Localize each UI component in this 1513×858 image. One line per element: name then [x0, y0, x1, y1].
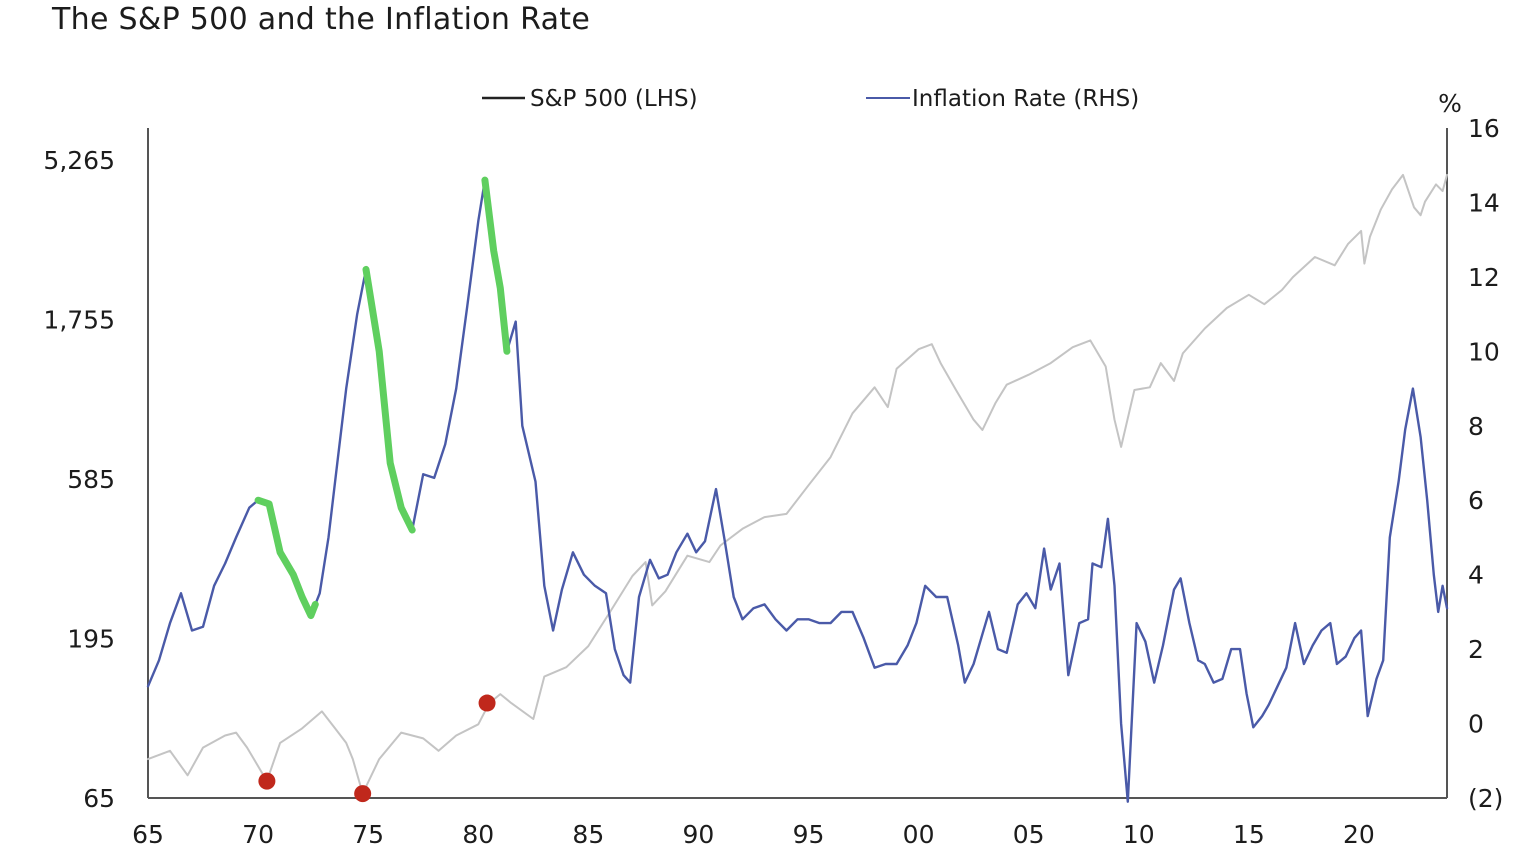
- x-tick-label: 20: [1343, 820, 1375, 849]
- left-tick-label: 65: [83, 784, 115, 813]
- x-tick-label: 05: [1013, 820, 1045, 849]
- left-tick-label: 195: [67, 625, 115, 654]
- right-tick-label: (2): [1468, 784, 1503, 813]
- x-tick-label: 15: [1233, 820, 1265, 849]
- legend: S&P 500 (LHS) Inflation Rate (RHS): [482, 86, 1139, 112]
- inflation-series: [146, 178, 1449, 803]
- x-tick-label: 65: [132, 820, 164, 849]
- right-tick-label: 16: [1468, 114, 1500, 143]
- x-tick-label: 95: [793, 820, 825, 849]
- x-tick-label: 80: [462, 820, 494, 849]
- trough-marker: [258, 772, 276, 790]
- x-tick-label: 10: [1123, 820, 1155, 849]
- x-tick-label: 70: [242, 820, 274, 849]
- chart-title: The S&P 500 and the Inflation Rate: [52, 2, 591, 37]
- right-tick-label: 6: [1468, 486, 1484, 515]
- highlight-segment: [481, 176, 511, 355]
- right-tick-label: 10: [1468, 337, 1500, 366]
- x-tick-label: 85: [572, 820, 604, 849]
- legend-label-sp500: S&P 500 (LHS): [530, 86, 698, 112]
- right-tick-label: 2: [1468, 635, 1484, 664]
- right-tick-label: 4: [1468, 561, 1484, 590]
- right-tick-label: 14: [1468, 188, 1500, 217]
- sp500-series: [147, 173, 1448, 795]
- x-tick-label: 75: [352, 820, 384, 849]
- trough-marker: [478, 694, 496, 712]
- right-tick-label: 0: [1468, 710, 1484, 739]
- highlight-segment: [362, 265, 416, 534]
- x-tick-label: 00: [903, 820, 935, 849]
- left-tick-label: 5,265: [43, 146, 115, 175]
- right-tick-label: 12: [1468, 263, 1500, 292]
- highlight-segment: [254, 496, 319, 620]
- left-tick-label: 585: [67, 465, 115, 494]
- trough-marker: [354, 785, 372, 803]
- sp500-line: [147, 173, 1448, 795]
- right-tick-label: 8: [1468, 412, 1484, 441]
- axes: 65 70 75 80 85 90 95 00 05 10 15 20651955851,7555,2…: [43, 89, 1503, 849]
- legend-label-inflation: Inflation Rate (RHS): [912, 86, 1139, 112]
- trough-markers: [258, 694, 496, 803]
- highlight-segments: [254, 176, 511, 620]
- x-tick-label: 90: [683, 820, 715, 849]
- right-axis-unit: %: [1438, 89, 1462, 118]
- left-tick-label: 1,755: [43, 306, 115, 335]
- inflation-line: [146, 178, 1449, 803]
